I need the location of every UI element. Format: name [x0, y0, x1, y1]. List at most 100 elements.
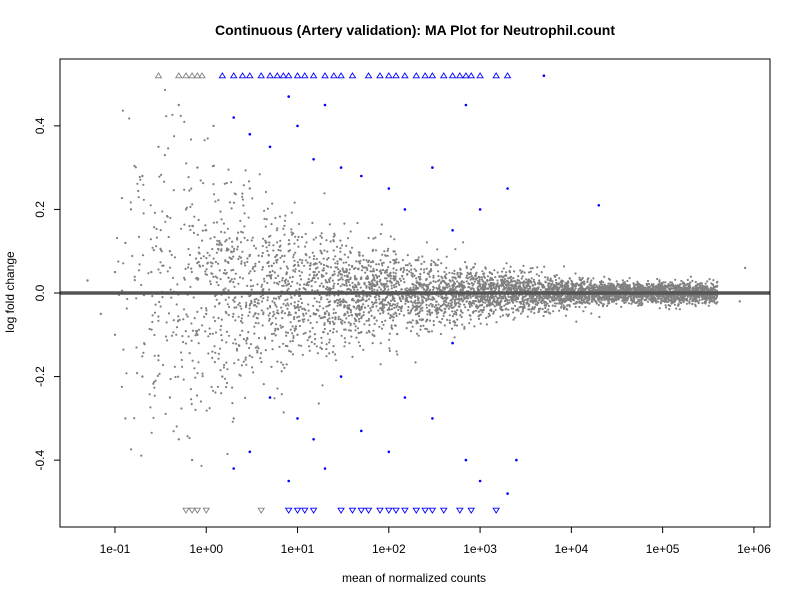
density-point — [420, 294, 423, 297]
density-point — [475, 271, 478, 274]
density-point — [387, 307, 391, 310]
density-point — [197, 361, 200, 364]
density-point — [711, 287, 714, 290]
density-point — [483, 295, 486, 298]
density-point — [227, 334, 231, 337]
density-point — [375, 263, 378, 266]
density-point — [235, 342, 238, 345]
density-point — [657, 297, 660, 300]
density-point — [479, 322, 482, 325]
density-point — [255, 305, 258, 308]
density-point — [230, 257, 233, 260]
density-point — [395, 306, 398, 309]
density-point — [704, 302, 707, 305]
density-point — [205, 257, 208, 260]
density-point — [264, 239, 267, 242]
density-point — [172, 319, 175, 322]
density-point — [305, 241, 308, 244]
density-point — [586, 301, 589, 304]
density-point — [292, 232, 295, 235]
density-point — [549, 277, 552, 280]
density-point — [606, 296, 609, 299]
density-point — [389, 279, 392, 283]
density-point — [241, 198, 244, 201]
density-point — [457, 301, 460, 304]
density-point — [268, 317, 271, 320]
density-point — [678, 308, 682, 311]
density-point — [227, 248, 230, 251]
density-point — [189, 388, 192, 391]
density-point — [421, 286, 424, 289]
density-point — [169, 377, 172, 381]
density-point — [301, 307, 304, 310]
density-point — [652, 283, 655, 286]
density-point — [289, 285, 292, 288]
density-point — [638, 302, 641, 305]
density-point — [278, 280, 281, 283]
density-point — [293, 318, 296, 321]
density-point — [296, 238, 299, 242]
density-point — [458, 299, 461, 302]
density-point — [513, 304, 517, 307]
density-point — [206, 137, 209, 140]
density-point — [514, 299, 517, 302]
density-point — [249, 270, 252, 273]
density-point — [317, 309, 320, 312]
density-point — [551, 298, 554, 301]
density-point — [241, 313, 244, 317]
density-point — [388, 308, 391, 311]
density-point — [164, 220, 167, 223]
density-point — [442, 287, 445, 290]
density-point — [413, 268, 416, 271]
density-point — [542, 314, 545, 318]
density-point — [242, 184, 245, 187]
density-point — [369, 270, 372, 273]
density-point — [291, 339, 294, 343]
density-point — [451, 284, 454, 287]
density-point — [665, 295, 669, 298]
density-point — [328, 320, 331, 323]
density-point — [204, 270, 207, 273]
density-point — [407, 309, 410, 312]
density-point — [411, 301, 414, 304]
density-point — [381, 253, 384, 256]
density-point — [342, 298, 345, 301]
density-point — [196, 233, 199, 236]
density-point — [273, 397, 276, 400]
density-point — [301, 353, 304, 356]
density-point — [675, 296, 678, 299]
density-point — [331, 351, 335, 354]
density-point — [507, 283, 510, 286]
density-point — [421, 298, 424, 302]
density-point — [332, 312, 335, 315]
density-point — [543, 285, 546, 288]
density-point — [184, 267, 187, 270]
density-point — [332, 308, 335, 311]
density-point — [242, 338, 245, 341]
density-point — [436, 264, 439, 267]
density-point — [166, 339, 169, 342]
density-point — [380, 223, 383, 226]
density-point — [214, 331, 218, 334]
density-point — [336, 282, 340, 286]
density-point — [647, 282, 651, 285]
density-point — [406, 321, 409, 324]
density-point — [410, 274, 413, 277]
density-point — [276, 309, 279, 312]
density-point — [683, 289, 686, 292]
density-point — [616, 296, 619, 299]
density-point — [465, 280, 468, 283]
density-point — [310, 279, 313, 282]
density-point — [451, 301, 454, 304]
density-point — [315, 321, 318, 324]
density-point — [419, 325, 422, 328]
density-point — [395, 258, 398, 261]
density-point — [564, 286, 568, 289]
density-point — [319, 234, 322, 237]
density-point — [232, 201, 236, 204]
density-point — [419, 328, 422, 331]
density-point — [659, 302, 662, 305]
density-point — [280, 326, 283, 329]
density-point — [663, 284, 666, 287]
